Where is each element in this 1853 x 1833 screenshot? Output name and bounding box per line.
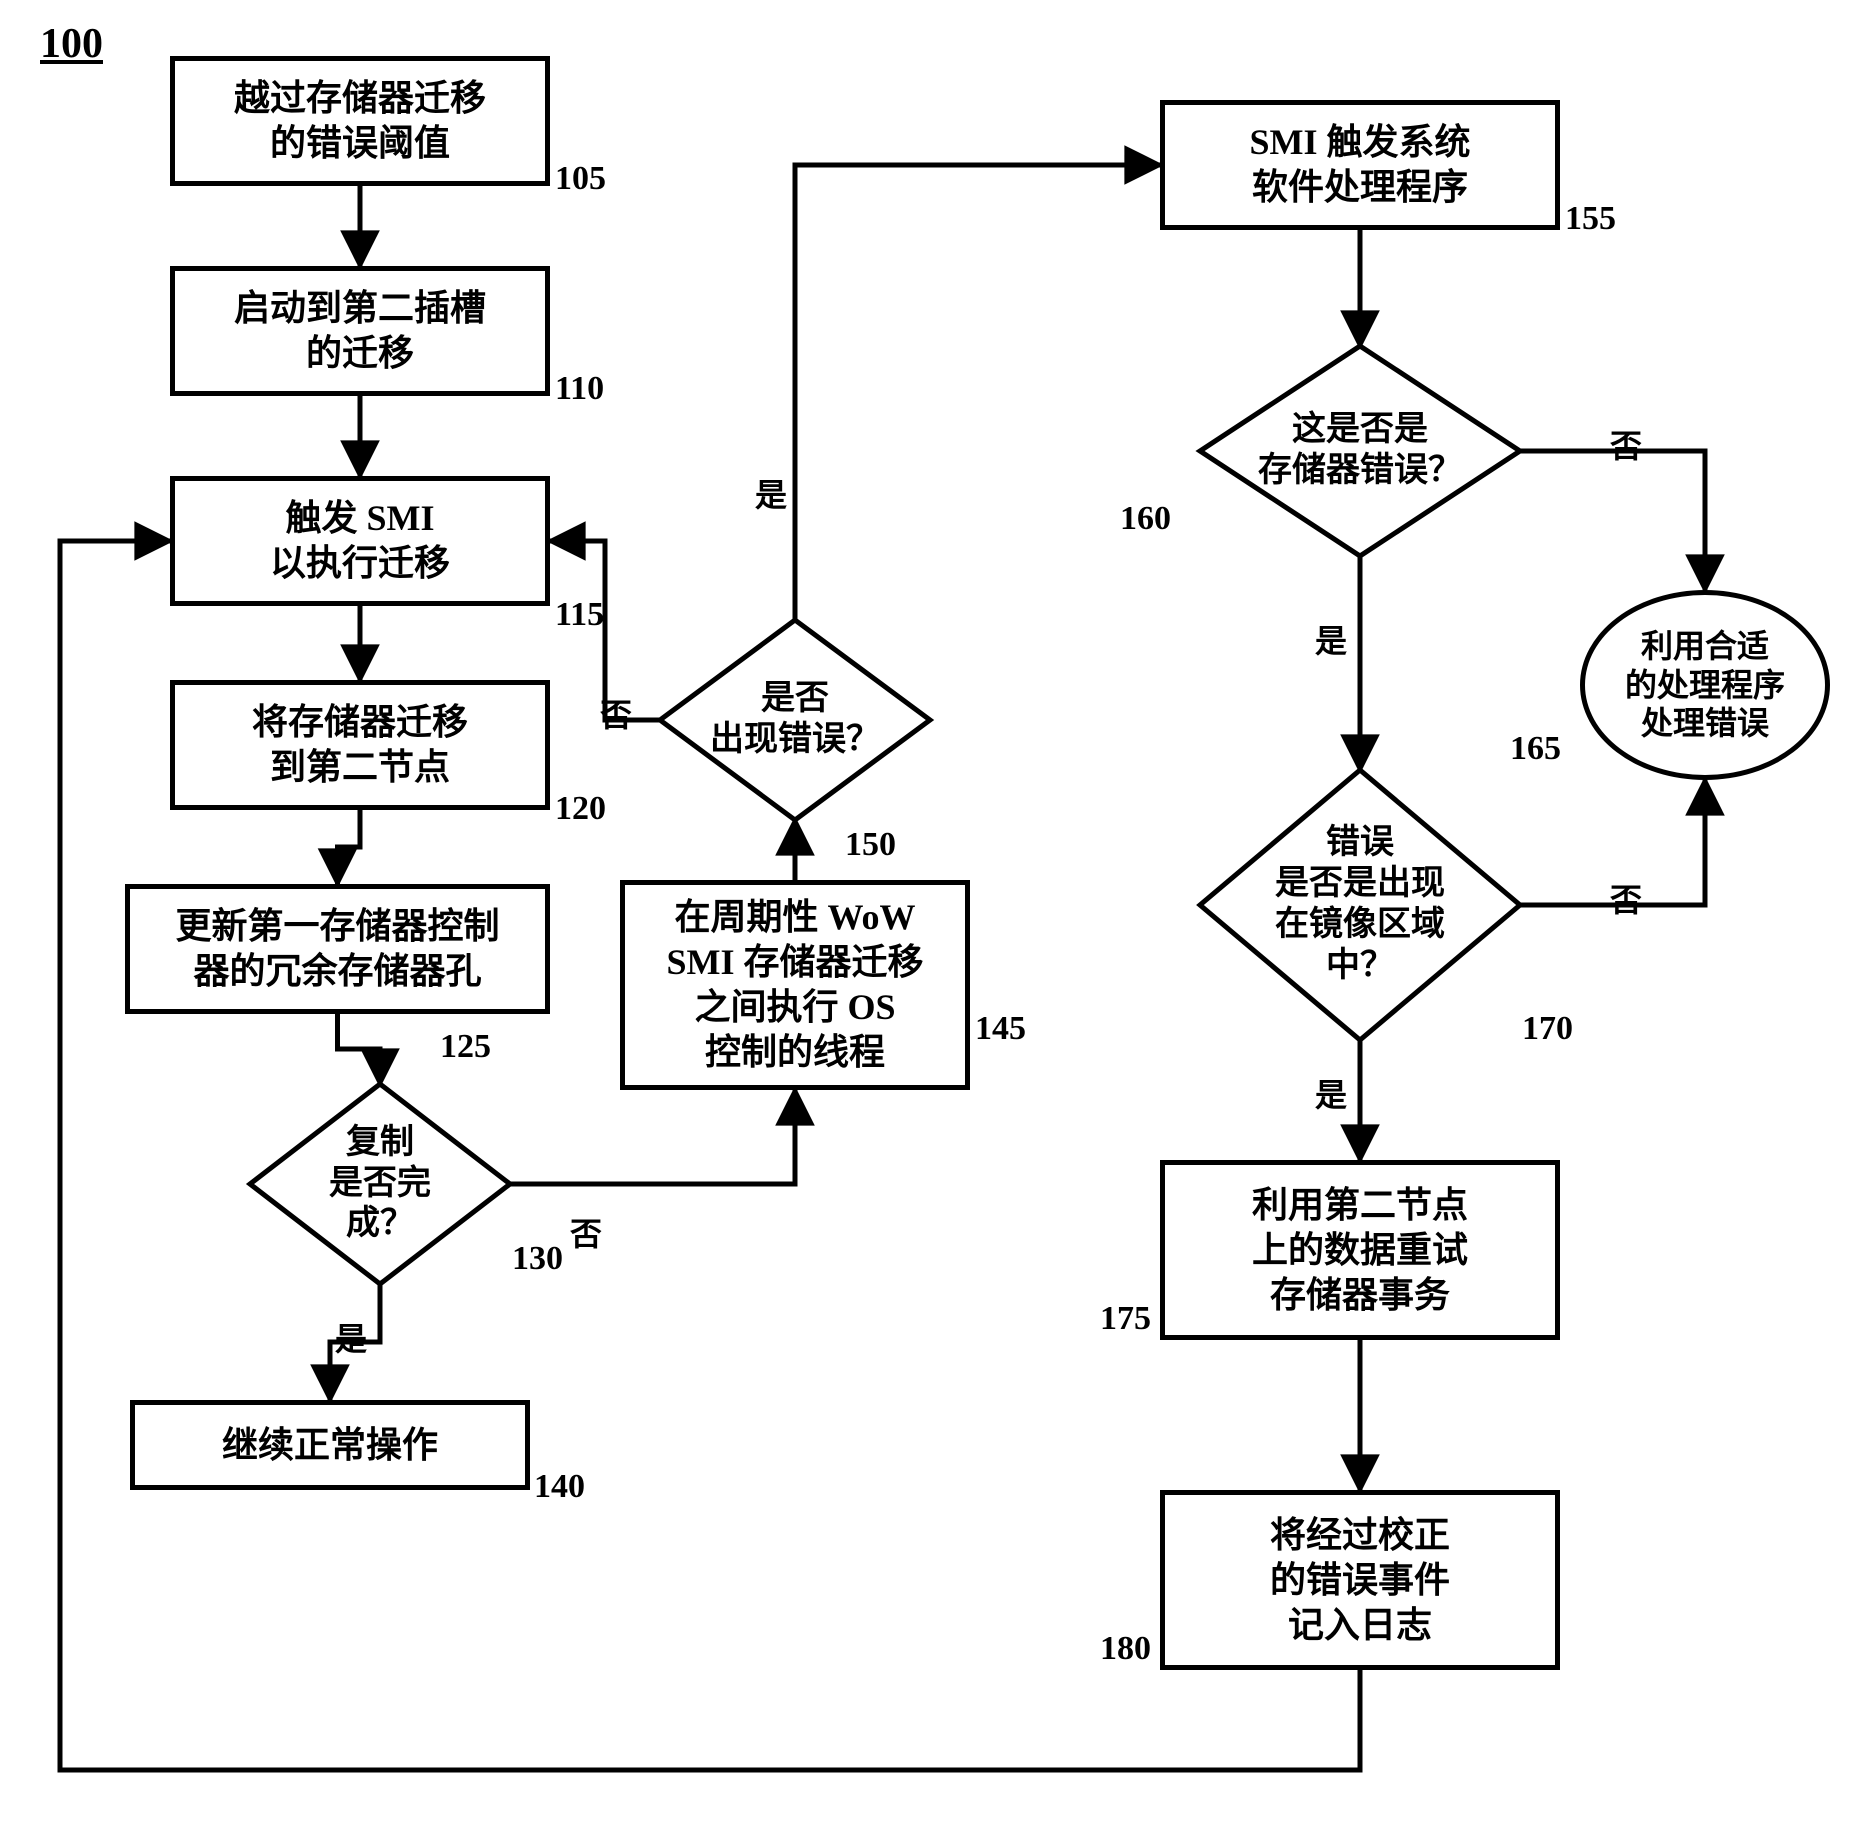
flow-node-n150: 是否出现错误？ [660, 620, 930, 820]
ref-n115: 115 [555, 596, 604, 634]
flow-node-n110: 启动到第二插槽的迁移 [170, 266, 550, 396]
flow-node-n170: 错误是否是出现在镜像区域中？ [1200, 770, 1520, 1040]
ref-n165: 165 [1510, 730, 1561, 768]
flow-node-n125: 更新第一存储器控制器的冗余存储器孔 [125, 884, 550, 1014]
flow-node-n120: 将存储器迁移到第二节点 [170, 680, 550, 810]
flow-node-n105: 越过存储器迁移的错误阈值 [170, 56, 550, 186]
ref-n155: 155 [1565, 200, 1616, 238]
edge-label: 否 [1610, 875, 1642, 921]
edge-label: 是 [755, 470, 787, 516]
flowchart-canvas: 100 越过存储器迁移的错误阈值105 启动到第二插槽的迁移110 触发 SMI以执… [0, 0, 1853, 1833]
ref-n150: 150 [845, 826, 896, 864]
edge-label: 否 [570, 1209, 602, 1255]
flow-node-n175: 利用第二节点上的数据重试存储器事务 [1160, 1160, 1560, 1340]
edge-label: 是 [1315, 616, 1347, 662]
ref-n125: 125 [440, 1028, 491, 1066]
flow-node-n130: 复制是否完成？ [250, 1084, 510, 1284]
flow-node-n115: 触发 SMI以执行迁移 [170, 476, 550, 606]
figure-number: 100 [40, 20, 103, 68]
edge-label: 是 [335, 1314, 367, 1360]
ref-n130: 130 [512, 1240, 563, 1278]
flow-node-n165: 利用合适的处理程序处理错误 [1580, 590, 1830, 780]
ref-n175: 175 [1100, 1300, 1151, 1338]
flow-node-n160: 这是否是存储器错误？ [1200, 346, 1520, 556]
ref-n120: 120 [555, 790, 606, 828]
flow-node-n140: 继续正常操作 [130, 1400, 530, 1490]
edge-label: 是 [1315, 1070, 1347, 1116]
ref-n110: 110 [555, 370, 604, 408]
ref-n160: 160 [1120, 500, 1171, 538]
flow-node-n145: 在周期性 WoWSMI 存储器迁移之间执行 OS控制的线程 [620, 880, 970, 1090]
ref-n105: 105 [555, 160, 606, 198]
flow-node-n155: SMI 触发系统软件处理程序 [1160, 100, 1560, 230]
ref-n170: 170 [1522, 1010, 1573, 1048]
edge-label: 否 [600, 690, 632, 736]
ref-n180: 180 [1100, 1630, 1151, 1668]
ref-n140: 140 [534, 1468, 585, 1506]
ref-n145: 145 [975, 1010, 1026, 1048]
flow-node-n180: 将经过校正的错误事件记入日志 [1160, 1490, 1560, 1670]
edge-label: 否 [1610, 421, 1642, 467]
